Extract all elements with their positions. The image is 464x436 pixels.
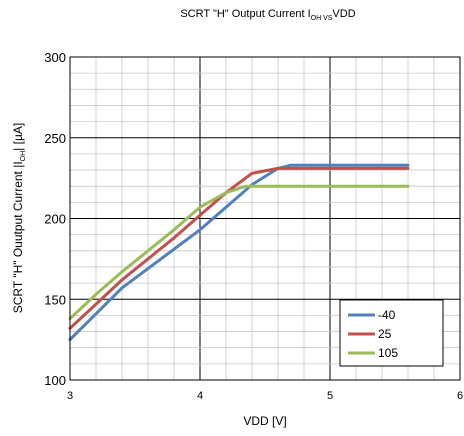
x-tick-label: 5	[327, 390, 333, 402]
y-axis-label-suffix: | [µA]	[11, 123, 25, 151]
y-axis-label-main: SCRT "H" Ouutput Current |I	[11, 161, 25, 313]
legend-label: -40	[378, 308, 396, 322]
y-tick-label: 200	[44, 212, 66, 227]
legend-label: 25	[378, 327, 392, 341]
x-tick-label: 3	[67, 390, 73, 402]
series-line-3	[68, 184, 410, 321]
plot-border	[69, 56, 461, 381]
y-tick-label: 100	[44, 373, 66, 388]
chart-title-main: SCRT "H" Output Current I	[180, 8, 310, 20]
y-tick-label: 150	[44, 292, 66, 307]
legend-label: 105	[378, 346, 398, 360]
y-tick-label: 250	[44, 131, 66, 146]
x-axis-label: VDD [V]	[243, 414, 286, 428]
y-tick-label: 300	[44, 50, 66, 65]
y-axis-label-subscript: OH	[20, 151, 27, 162]
chart-title-subscript: OH VS	[311, 15, 333, 22]
series-line-1	[68, 163, 410, 342]
y-axis-label: SCRT "H" Ouutput Current |IOH| [µA]	[11, 123, 27, 313]
series-line-2	[68, 166, 410, 330]
x-tick-label: 6	[457, 390, 463, 402]
x-tick-label: 4	[197, 390, 203, 402]
chart-title: SCRT "H" Output Current IOH VSVDD	[180, 8, 355, 22]
chart-title-suffix: VDD	[332, 8, 355, 20]
